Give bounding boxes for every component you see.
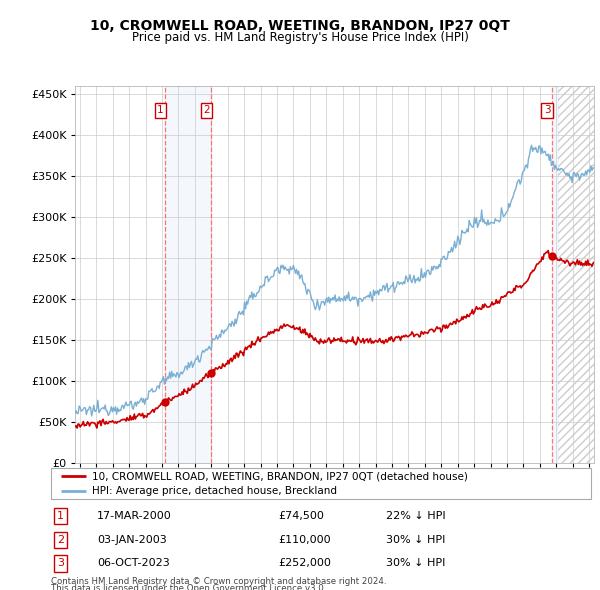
FancyBboxPatch shape [51, 468, 591, 499]
Bar [558, 86, 594, 463]
Bar [552, 86, 558, 463]
Text: 3: 3 [57, 559, 64, 568]
Text: 03-JAN-2003: 03-JAN-2003 [97, 535, 167, 545]
Bar [558, 86, 594, 463]
Text: 30% ↓ HPI: 30% ↓ HPI [386, 559, 445, 568]
Text: This data is licensed under the Open Government Licence v3.0.: This data is licensed under the Open Gov… [51, 584, 326, 590]
Text: 22% ↓ HPI: 22% ↓ HPI [386, 512, 445, 521]
Text: 30% ↓ HPI: 30% ↓ HPI [386, 535, 445, 545]
Text: 10, CROMWELL ROAD, WEETING, BRANDON, IP27 0QT (detached house): 10, CROMWELL ROAD, WEETING, BRANDON, IP2… [91, 471, 467, 481]
Bar [166, 86, 211, 463]
Text: £252,000: £252,000 [278, 559, 331, 568]
Text: 3: 3 [544, 105, 551, 115]
Text: £110,000: £110,000 [278, 535, 331, 545]
Text: 2: 2 [57, 535, 64, 545]
Text: Contains HM Land Registry data © Crown copyright and database right 2024.: Contains HM Land Registry data © Crown c… [51, 577, 386, 586]
Text: 1: 1 [57, 512, 64, 521]
Text: £74,500: £74,500 [278, 512, 323, 521]
Text: 1: 1 [157, 105, 164, 115]
Text: 2: 2 [203, 105, 210, 115]
Text: 06-OCT-2023: 06-OCT-2023 [97, 559, 170, 568]
Text: 17-MAR-2000: 17-MAR-2000 [97, 512, 172, 521]
Text: Price paid vs. HM Land Registry's House Price Index (HPI): Price paid vs. HM Land Registry's House … [131, 31, 469, 44]
Text: HPI: Average price, detached house, Breckland: HPI: Average price, detached house, Brec… [91, 486, 337, 496]
Text: 10, CROMWELL ROAD, WEETING, BRANDON, IP27 0QT: 10, CROMWELL ROAD, WEETING, BRANDON, IP2… [90, 19, 510, 33]
